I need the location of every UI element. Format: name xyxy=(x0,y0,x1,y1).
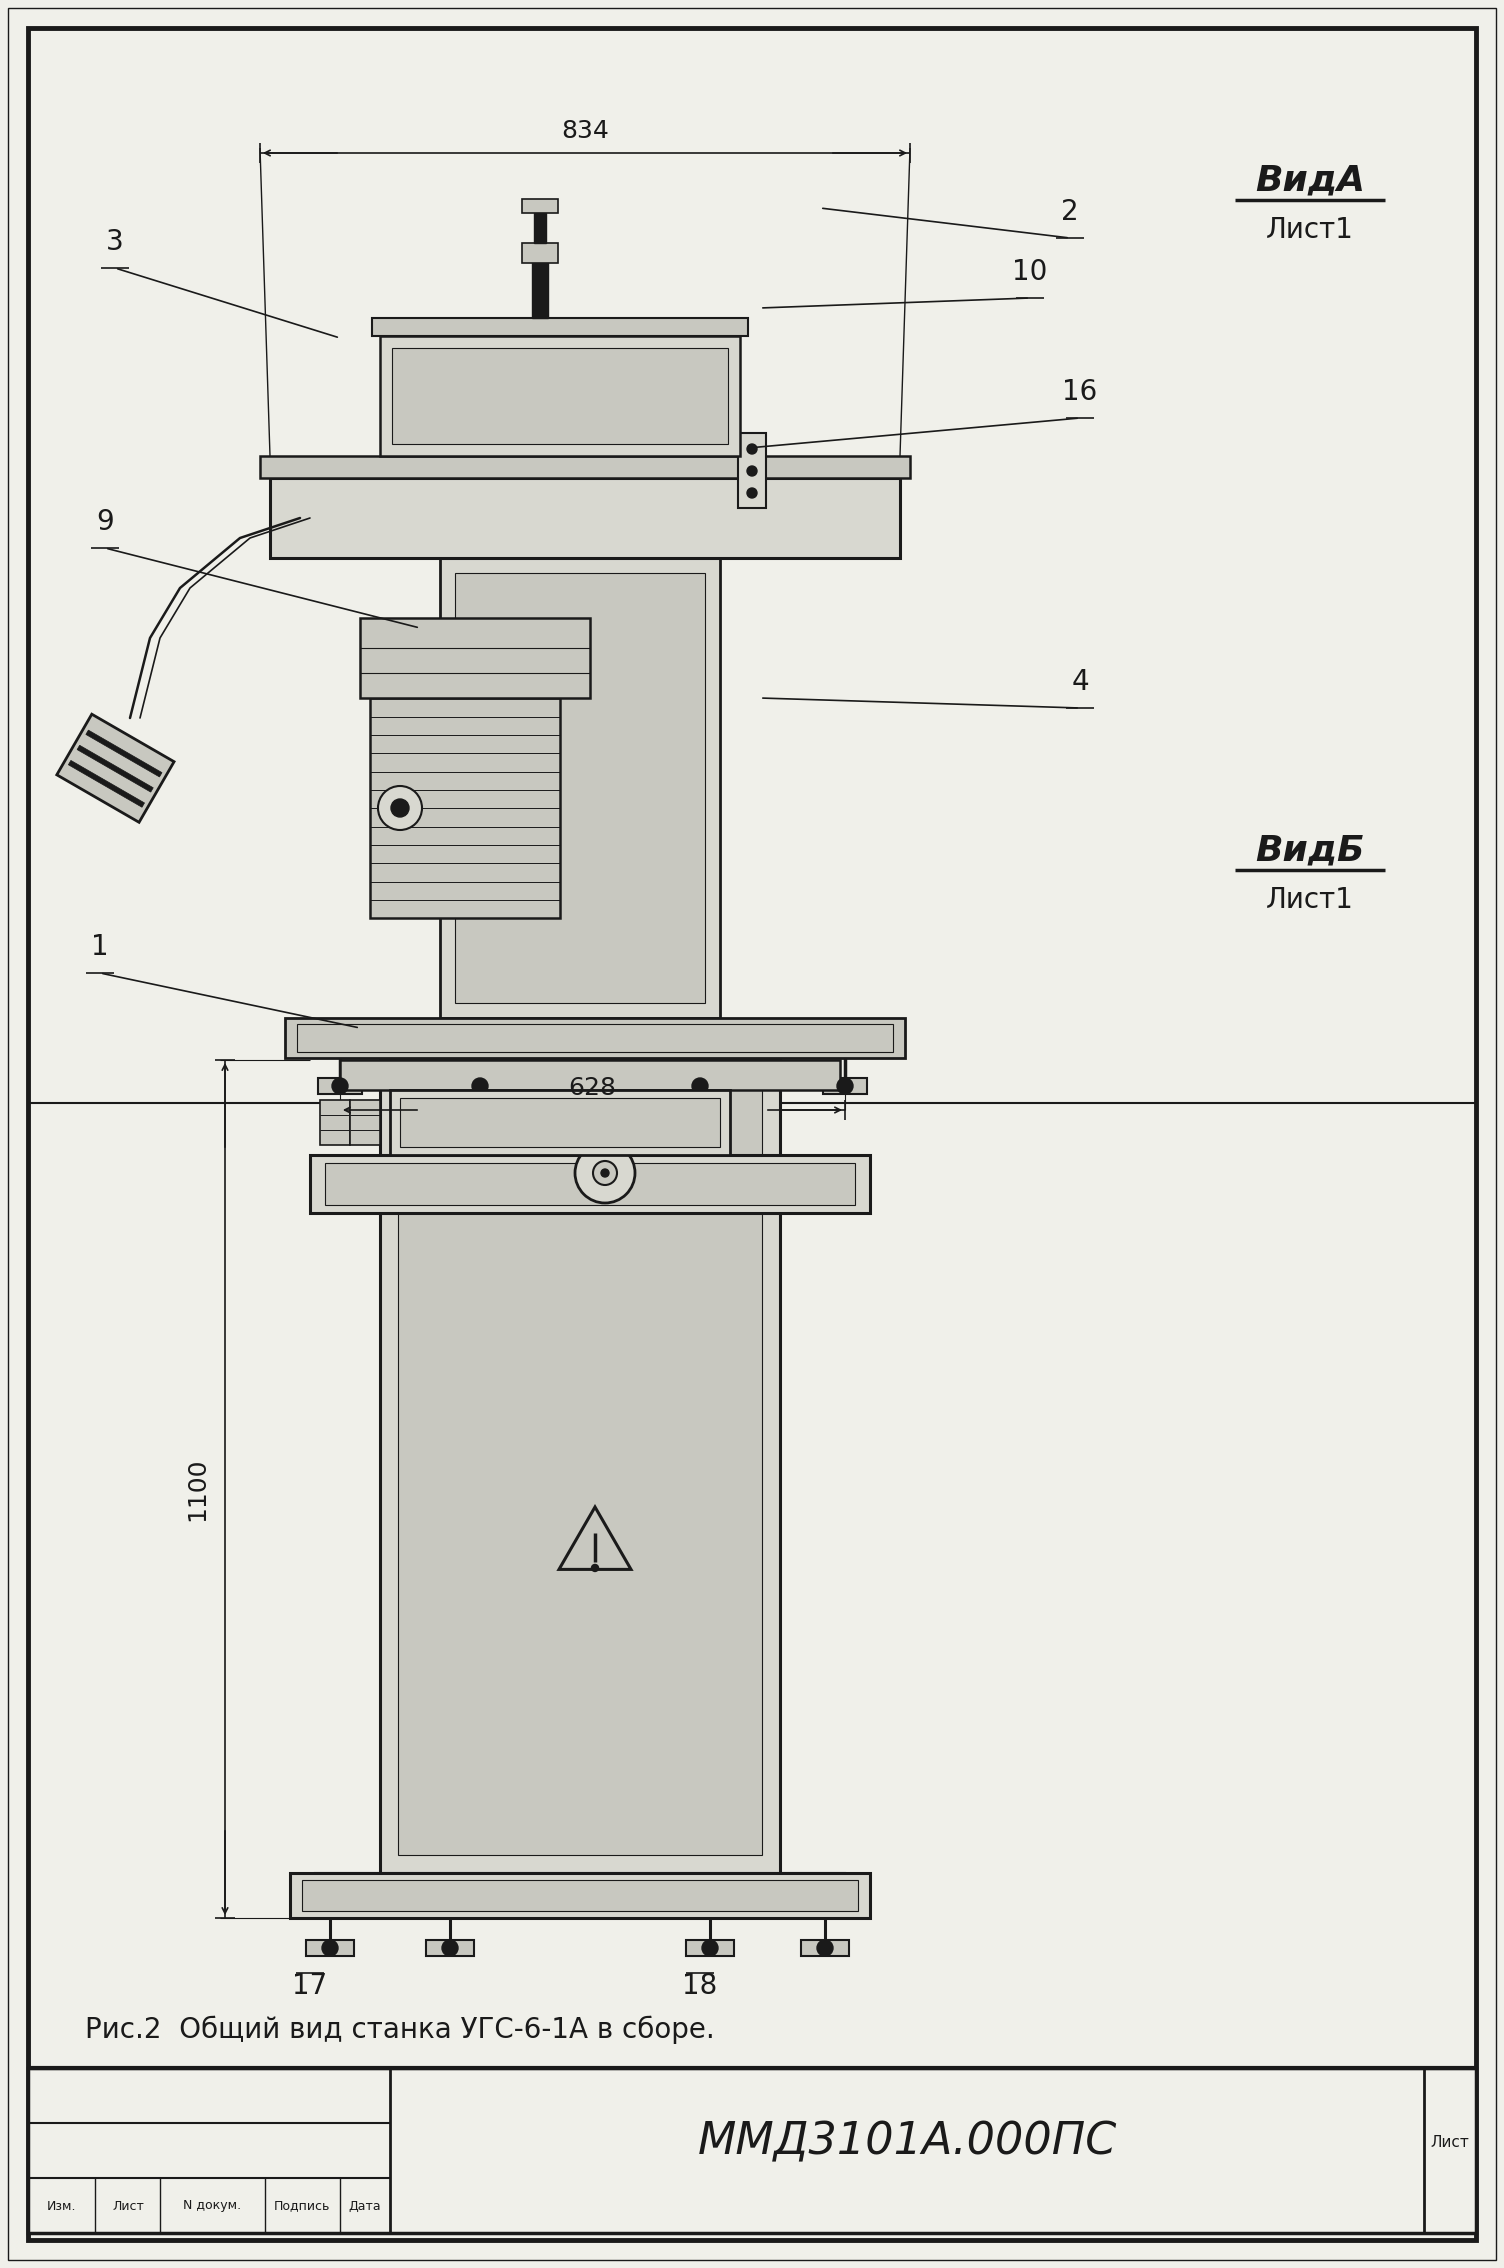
Bar xyxy=(393,347,728,445)
Bar xyxy=(738,433,766,508)
Bar xyxy=(284,1018,905,1057)
Bar xyxy=(532,259,547,318)
Bar xyxy=(534,213,546,243)
Bar xyxy=(271,479,899,558)
Bar xyxy=(823,1077,866,1093)
Text: 16: 16 xyxy=(1062,379,1098,406)
Text: Рис.2  Общий вид станка УГС-6-1А в сборе.: Рис.2 Общий вид станка УГС-6-1А в сборе. xyxy=(86,2016,714,2043)
Circle shape xyxy=(591,1565,599,1572)
Circle shape xyxy=(817,1939,833,1955)
Text: 1: 1 xyxy=(92,932,108,962)
Circle shape xyxy=(593,1161,617,1184)
Bar xyxy=(441,728,559,807)
Bar xyxy=(310,1154,869,1213)
Text: Лист1: Лист1 xyxy=(1266,215,1354,245)
Bar xyxy=(399,1077,763,1855)
Bar xyxy=(350,1100,381,1145)
Text: 834: 834 xyxy=(561,118,609,143)
Bar xyxy=(77,746,153,792)
Bar xyxy=(359,617,590,699)
Bar xyxy=(68,760,144,807)
Circle shape xyxy=(602,1168,609,1177)
Text: 2: 2 xyxy=(1062,197,1078,227)
Bar xyxy=(340,1059,841,1091)
Text: 1100: 1100 xyxy=(185,1458,209,1522)
Bar xyxy=(400,1098,720,1148)
Bar xyxy=(522,200,558,213)
Text: 3: 3 xyxy=(107,229,123,256)
Circle shape xyxy=(838,1077,853,1093)
Bar xyxy=(381,336,740,456)
Bar xyxy=(29,2068,1475,2234)
Bar xyxy=(802,1939,848,1955)
Polygon shape xyxy=(314,1873,381,1912)
Circle shape xyxy=(472,1077,487,1093)
Bar xyxy=(686,1939,734,1955)
Bar xyxy=(325,1163,854,1204)
Bar xyxy=(371,318,747,336)
Circle shape xyxy=(442,1939,459,1955)
Circle shape xyxy=(692,1077,708,1093)
Bar xyxy=(305,1939,353,1955)
Circle shape xyxy=(747,445,757,454)
Text: Лист: Лист xyxy=(113,2200,144,2214)
Bar xyxy=(317,1077,362,1093)
Circle shape xyxy=(322,1939,338,1955)
Bar xyxy=(296,1023,893,1052)
Bar xyxy=(456,574,705,1002)
Text: Лист: Лист xyxy=(1430,2134,1469,2150)
Circle shape xyxy=(575,1143,635,1202)
Bar xyxy=(459,1077,502,1093)
Bar xyxy=(522,243,558,263)
Bar xyxy=(57,714,174,823)
Text: 10: 10 xyxy=(1012,259,1048,286)
Text: ММД3101А.000ПС: ММД3101А.000ПС xyxy=(698,2121,1116,2164)
Bar xyxy=(302,1880,857,1912)
Circle shape xyxy=(391,798,409,816)
Circle shape xyxy=(378,787,423,830)
Text: 628: 628 xyxy=(569,1075,617,1100)
Text: ВидА: ВидА xyxy=(1254,163,1366,197)
Bar xyxy=(290,1873,869,1919)
Text: Дата: Дата xyxy=(349,2200,382,2214)
Text: 4: 4 xyxy=(1071,669,1089,696)
Bar xyxy=(390,1091,729,1154)
Text: ВидБ: ВидБ xyxy=(1256,832,1364,866)
Polygon shape xyxy=(781,1873,845,1912)
Circle shape xyxy=(702,1939,717,1955)
Text: Изм.: Изм. xyxy=(47,2200,77,2214)
Text: 18: 18 xyxy=(683,1971,717,2000)
Bar xyxy=(260,456,910,479)
Circle shape xyxy=(332,1077,347,1093)
Text: Подпись: Подпись xyxy=(274,2200,331,2214)
Bar xyxy=(320,1100,350,1145)
Bar xyxy=(370,699,559,919)
Text: 9: 9 xyxy=(96,508,114,535)
Bar xyxy=(426,1939,474,1955)
Text: 17: 17 xyxy=(292,1971,328,2000)
Bar xyxy=(86,730,162,778)
Circle shape xyxy=(747,488,757,499)
Bar xyxy=(381,1059,781,1873)
Text: N докум.: N докум. xyxy=(183,2200,241,2214)
Text: Лист1: Лист1 xyxy=(1266,887,1354,914)
Bar xyxy=(441,558,720,1018)
Circle shape xyxy=(747,465,757,476)
Bar xyxy=(678,1077,722,1093)
